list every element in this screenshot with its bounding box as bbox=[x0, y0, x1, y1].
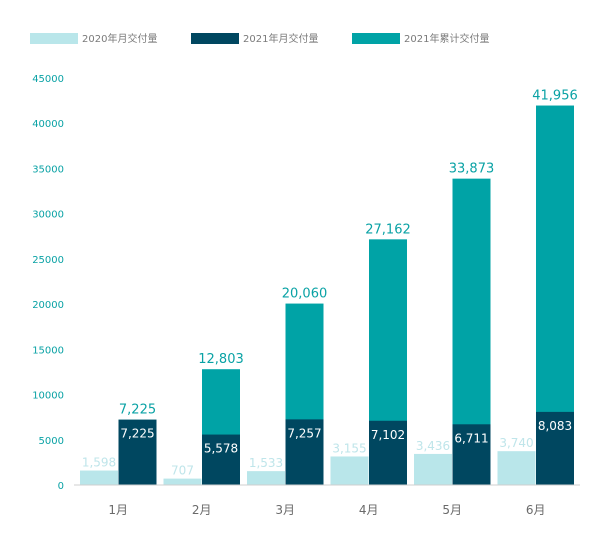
data-label-cumulative: 7,225 bbox=[119, 403, 156, 418]
y-tick-label: 35000 bbox=[32, 164, 64, 175]
x-tick-label: 6月 bbox=[526, 503, 546, 517]
data-label-2020: 1,533 bbox=[249, 456, 283, 470]
data-label-cumulative: 20,060 bbox=[282, 287, 328, 302]
bar-2020 bbox=[330, 456, 369, 485]
legend-swatch-2021 bbox=[191, 33, 239, 44]
legend-label-cumulative: 2021年累计交付量 bbox=[404, 32, 489, 45]
data-label-2021: 7,257 bbox=[287, 426, 321, 440]
data-label-2020: 3,436 bbox=[416, 439, 450, 453]
data-label-2021: 7,102 bbox=[371, 428, 405, 442]
data-label-2021: 5,578 bbox=[204, 442, 238, 456]
data-label-2021: 6,711 bbox=[454, 431, 488, 445]
bar-2021 bbox=[369, 420, 407, 485]
data-label-cumulative: 33,873 bbox=[449, 162, 495, 177]
x-tick-label: 2月 bbox=[192, 503, 212, 517]
x-tick-label: 5月 bbox=[442, 503, 462, 517]
x-tick-label: 3月 bbox=[275, 503, 295, 517]
bar-2021 bbox=[202, 434, 240, 485]
data-label-2020: 3,740 bbox=[499, 436, 533, 450]
bars bbox=[80, 105, 574, 486]
data-label-2021: 7,225 bbox=[120, 427, 154, 441]
bar-2021 bbox=[285, 419, 324, 485]
data-label-cumulative: 41,956 bbox=[532, 89, 578, 104]
y-tick-label: 45000 bbox=[32, 74, 64, 85]
bar-2021 bbox=[536, 411, 574, 485]
bar-2020 bbox=[497, 451, 536, 485]
data-label-2020: 3,155 bbox=[332, 441, 366, 455]
y-tick-label: 20000 bbox=[32, 300, 64, 311]
legend-label-2021: 2021年月交付量 bbox=[243, 32, 318, 45]
data-label-2020: 1,598 bbox=[82, 456, 116, 470]
bar-2020 bbox=[80, 470, 118, 485]
y-tick-label: 0 bbox=[58, 481, 64, 492]
y-tick-label: 15000 bbox=[32, 345, 64, 356]
bar-2020 bbox=[247, 471, 285, 485]
legend-swatch-cumulative bbox=[352, 33, 400, 44]
y-tick-label: 25000 bbox=[32, 255, 64, 266]
bar-2020 bbox=[163, 478, 202, 485]
data-label-cumulative: 12,803 bbox=[198, 352, 244, 367]
legend-label-2020: 2020年月交付量 bbox=[82, 32, 157, 45]
value-labels: 1,598 7,225 7,225 707 5,578 12,803 1,533 7,257 2… bbox=[82, 89, 578, 478]
x-tick-label: 1月 bbox=[108, 503, 128, 517]
x-axis: 1月 2月 3月 4月 5月 6月 bbox=[108, 503, 545, 517]
y-axis: 0 5000 10000 15000 20000 25000 30000 35000 40000… bbox=[32, 74, 64, 492]
bar-2021 bbox=[452, 424, 491, 485]
legend-swatch-2020 bbox=[30, 33, 78, 44]
legend: 2020年月交付量 2021年月交付量 2021年累计交付量 bbox=[30, 32, 489, 45]
data-label-cumulative: 27,162 bbox=[365, 222, 411, 237]
y-tick-label: 5000 bbox=[39, 436, 64, 447]
data-label-2020: 707 bbox=[171, 464, 194, 478]
y-tick-label: 40000 bbox=[32, 119, 64, 130]
y-tick-label: 30000 bbox=[32, 210, 64, 221]
x-tick-label: 4月 bbox=[359, 503, 379, 517]
y-tick-label: 10000 bbox=[32, 391, 64, 402]
data-label-2021: 8,083 bbox=[538, 419, 572, 433]
bar-2020 bbox=[414, 453, 452, 485]
bar-2021 bbox=[118, 419, 157, 485]
